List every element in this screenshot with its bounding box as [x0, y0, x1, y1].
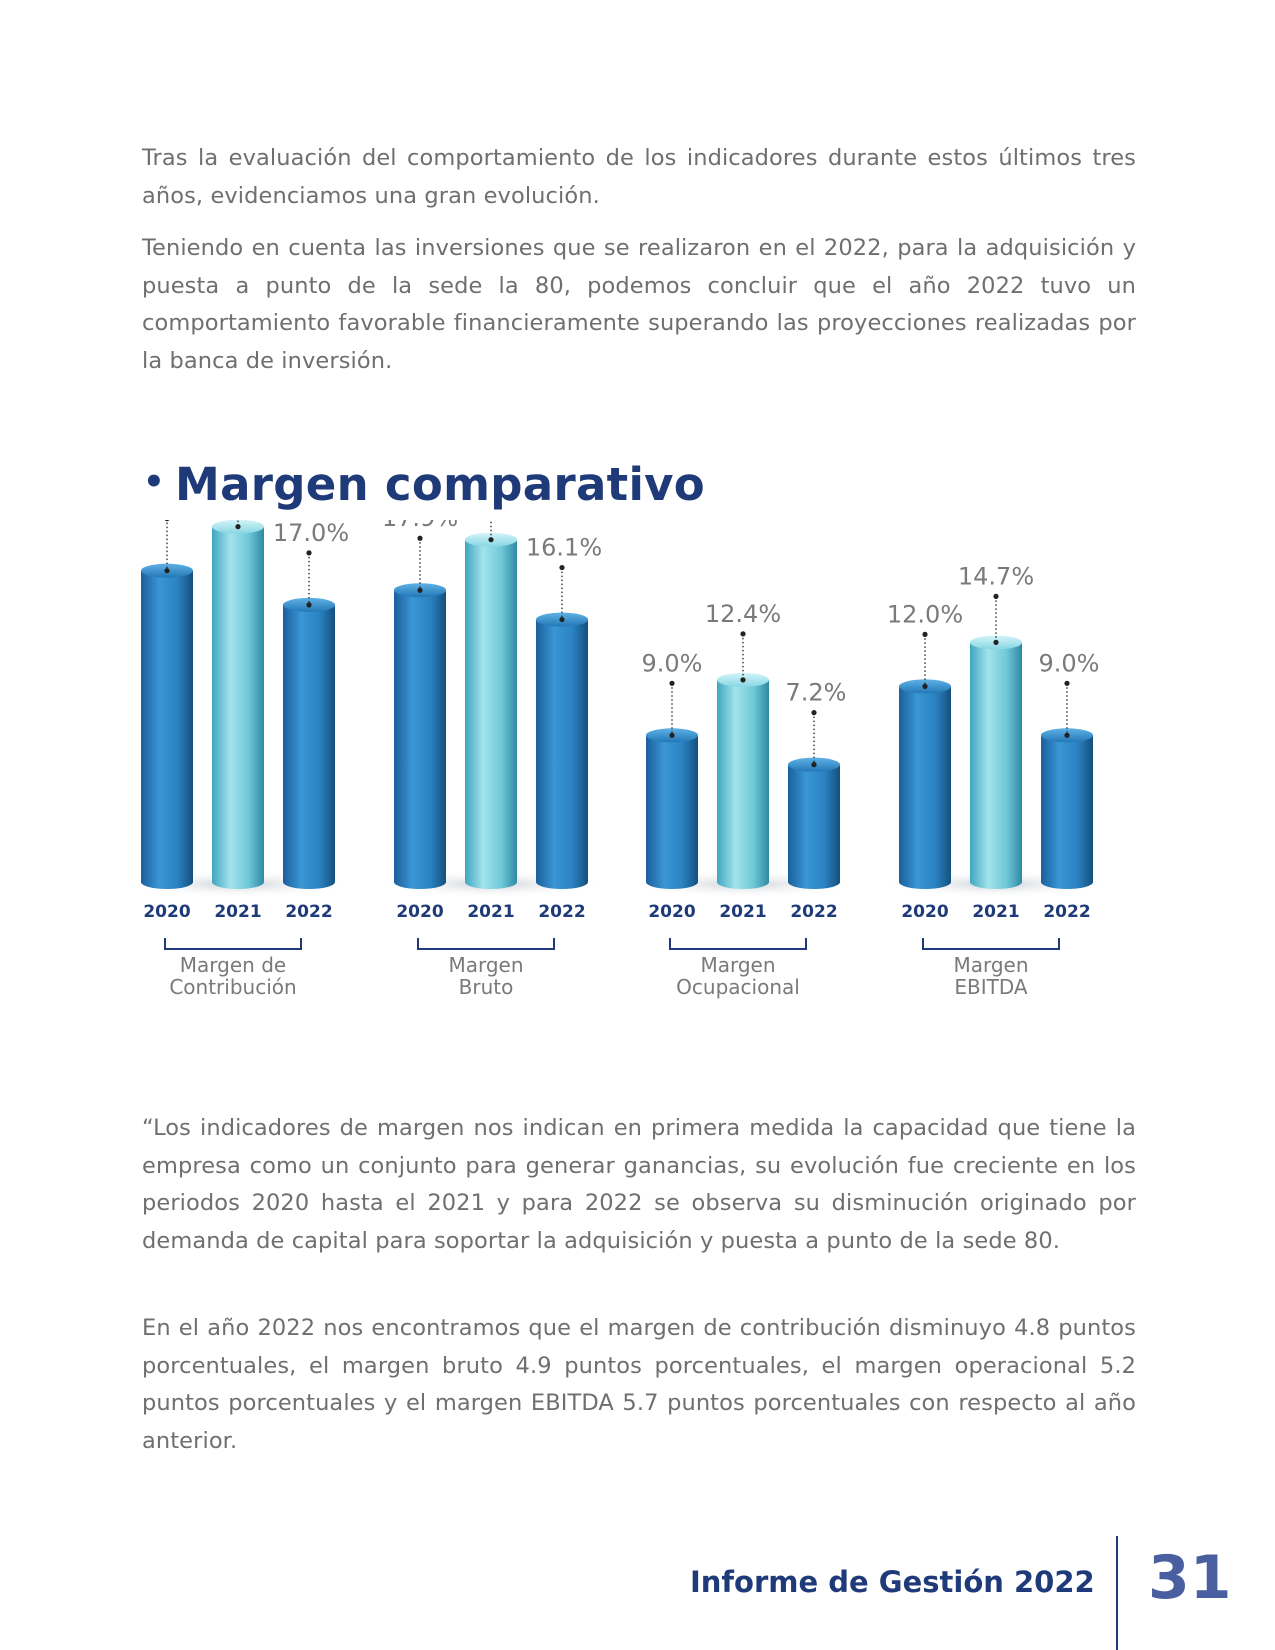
leader-dot-margen-ocupacional-2020	[669, 680, 675, 686]
bar-margen-bruto-2020	[394, 590, 446, 889]
value-label-margen-ocupacional-2021: 12.4%	[705, 600, 781, 628]
section-title: • Margen comparativo	[143, 458, 705, 511]
bar-margen-ebitda-2022	[1041, 735, 1093, 889]
group-label-margen-ebitda: EBITDA	[954, 975, 1028, 999]
leader-dot-margen-bruto-2020	[417, 535, 423, 541]
year-label-margen-ebitda-2021: 2021	[972, 902, 1019, 922]
value-label-margen-bruto-2022: 16.1%	[526, 534, 602, 562]
bar-margen-ebitda-2020	[899, 686, 951, 889]
value-label-margen-ocupacional-2022: 7.2%	[786, 679, 847, 707]
group-label-margen-bruto: Margen	[448, 953, 523, 977]
bar-margen-ocupacional-2022	[788, 764, 840, 889]
value-label-margen-bruto-2020: 17.9%	[382, 520, 458, 532]
value-label-margen-ebitda-2022: 9.0%	[1039, 649, 1100, 677]
value-label-margen-ebitda-2021: 14.7%	[958, 562, 1034, 590]
footer-report-title: Informe de Gestión 2022	[690, 1565, 1095, 1599]
year-label-margen-ocupacional-2022: 2022	[790, 902, 837, 922]
leader-dot-margen-ebitda-2020	[922, 631, 928, 637]
bar-margen-bruto-2021	[465, 539, 517, 889]
leader-dot-margen-de-contribuci-n-2022	[306, 602, 312, 608]
leader-dot-margen-ocupacional-2022	[811, 762, 817, 768]
group-bracket-margen-ebitda	[922, 938, 1060, 950]
group-label-margen-de-contribuci-n: Margen de	[180, 953, 286, 977]
group-label-margen-bruto: Bruto	[459, 975, 514, 999]
year-label-margen-ebitda-2020: 2020	[901, 902, 948, 922]
leader-dot-margen-bruto-2020	[417, 587, 423, 593]
leader-dot-margen-de-contribuci-n-2021	[235, 524, 241, 530]
leader-dot-margen-de-contribuci-n-2022	[306, 550, 312, 556]
leader-dot-margen-ebitda-2022	[1064, 680, 1070, 686]
intro-paragraph-1: Tras la evaluación del comportamiento de…	[142, 145, 1136, 209]
year-label-margen-de-contribuci-n-2021: 2021	[214, 902, 261, 922]
group-label-margen-ocupacional: Ocupacional	[676, 975, 800, 999]
bar-margen-de-contribuci-n-2020	[141, 570, 193, 889]
leader-dot-margen-de-contribuci-n-2020	[164, 520, 170, 522]
group-bracket-margen-ocupacional	[669, 938, 807, 950]
value-label-margen-de-contribuci-n-2022: 17.0%	[273, 520, 349, 547]
year-label-margen-bruto-2020: 2020	[396, 902, 443, 922]
bar-margen-ocupacional-2021	[717, 679, 769, 889]
leader-dot-margen-ebitda-2020	[922, 683, 928, 689]
value-label-margen-ebitda-2020: 12.0%	[887, 600, 963, 628]
bar-margen-de-contribuci-n-2022	[283, 604, 335, 889]
leader-dot-margen-ebitda-2021	[993, 639, 999, 645]
leader-dot-margen-ocupacional-2021	[740, 677, 746, 683]
leader-dot-margen-ocupacional-2020	[669, 732, 675, 738]
analysis-paragraph-2: En el año 2022 nos encontramos que el ma…	[142, 1315, 1136, 1454]
footer-divider	[1116, 1536, 1118, 1650]
section-title-text: Margen comparativo	[175, 458, 706, 511]
bar-margen-ebitda-2021	[970, 642, 1022, 889]
leader-dot-margen-de-contribuci-n-2020	[164, 568, 170, 574]
leader-dot-margen-ebitda-2022	[1064, 732, 1070, 738]
year-label-margen-bruto-2022: 2022	[538, 902, 585, 922]
year-label-margen-de-contribuci-n-2022: 2022	[285, 902, 332, 922]
group-bracket-margen-bruto	[417, 938, 555, 950]
bar-margen-bruto-2022	[536, 619, 588, 889]
bar-margen-de-contribuci-n-2021	[212, 526, 264, 889]
leader-dot-margen-ocupacional-2021	[740, 631, 746, 637]
year-label-margen-ebitda-2022: 2022	[1043, 902, 1090, 922]
leader-dot-margen-bruto-2021	[488, 537, 494, 543]
year-label-margen-ocupacional-2021: 2021	[719, 902, 766, 922]
year-label-margen-bruto-2021: 2021	[467, 902, 514, 922]
leader-dot-margen-ebitda-2021	[993, 593, 999, 599]
group-label-margen-ebitda: Margen	[953, 953, 1028, 977]
value-label-margen-ocupacional-2020: 9.0%	[642, 649, 703, 677]
group-bracket-margen-de-contribuci-n	[164, 938, 302, 950]
intro-paragraph-2: Teniendo en cuenta las inversiones que s…	[142, 235, 1136, 374]
leader-dot-margen-bruto-2022	[559, 616, 565, 623]
year-label-margen-ocupacional-2020: 2020	[648, 902, 695, 922]
group-label-margen-de-contribuci-n: Contribución	[169, 975, 296, 999]
page-number: 31	[1148, 1543, 1232, 1613]
bar-margen-ocupacional-2020	[646, 735, 698, 889]
group-label-margen-ocupacional: Margen	[700, 953, 775, 977]
leader-dot-margen-ocupacional-2022	[811, 710, 817, 716]
bullet-icon: •	[143, 462, 166, 502]
leader-dot-margen-bruto-2022	[559, 564, 565, 571]
analysis-paragraph-1: “Los indicadores de margen nos indican e…	[142, 1115, 1136, 1254]
year-label-margen-de-contribuci-n-2020: 2020	[143, 902, 190, 922]
